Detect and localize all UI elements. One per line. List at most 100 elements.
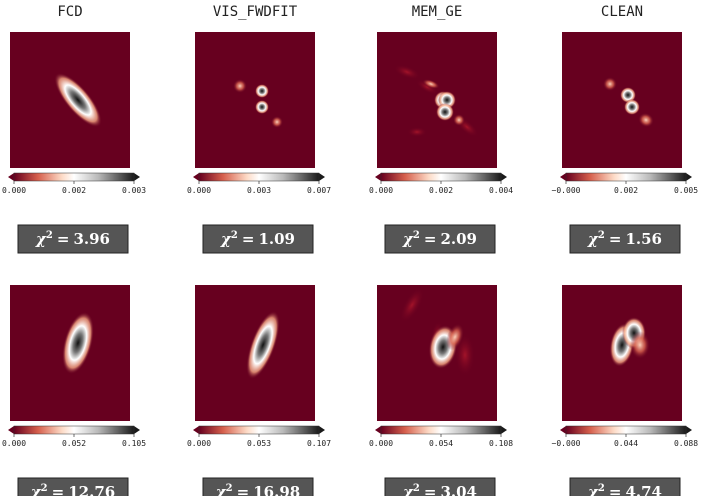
chi-symbol: χ — [30, 483, 42, 496]
chi-equals: = — [52, 483, 65, 496]
image — [54, 72, 102, 128]
chi-power: 2 — [598, 230, 605, 241]
colorbar-arrow — [501, 426, 507, 434]
chi-value: 4.74 — [625, 483, 662, 496]
colorbar-tick-label: 0.004 — [489, 186, 513, 195]
column-title: VIS_FWDFIT — [213, 4, 298, 20]
chi-box — [569, 224, 681, 254]
chi-value: 1.09 — [258, 230, 295, 248]
chi-box — [17, 224, 129, 254]
source — [407, 127, 427, 137]
chi-equals: = — [57, 230, 70, 248]
colorbar-arrow — [319, 173, 325, 181]
colorbar — [198, 172, 320, 182]
colorbar-tick-label: −0.000 — [552, 186, 581, 195]
colorbar-tick-label: 0.002 — [614, 186, 638, 195]
colorbar — [565, 425, 687, 435]
chi-value: 2.09 — [440, 230, 477, 248]
source — [399, 287, 425, 323]
chi-power: 2 — [226, 483, 233, 494]
colorbar-tick-label: 0.000 — [187, 186, 211, 195]
source — [422, 79, 440, 89]
colorbar-tick-label: 0.108 — [489, 439, 513, 448]
chi-value: 1.56 — [625, 230, 662, 248]
chi-power: 2 — [413, 483, 420, 494]
image-background — [195, 32, 315, 168]
source — [62, 311, 94, 375]
image — [233, 79, 283, 128]
colorbar-tick-label: 0.052 — [62, 439, 86, 448]
chi-label: χ2 = 2.09 — [402, 230, 477, 248]
source — [603, 77, 617, 91]
colorbar-arrow — [560, 426, 566, 434]
image — [399, 287, 475, 377]
chi-label: χ2 = 3.04 — [402, 483, 477, 496]
chi-label: χ2 = 16.98 — [215, 483, 300, 496]
chi-box — [569, 477, 681, 496]
panel: −0.000 0.002 0.005 χ2 = 1.56 — [552, 32, 698, 254]
chi-symbol: χ — [215, 483, 227, 496]
colorbar-tick-label: 0.107 — [307, 439, 331, 448]
source — [393, 64, 421, 80]
chi-label: χ2 = 1.09 — [220, 230, 295, 248]
image — [609, 317, 650, 367]
colorbar-tick-label: 0.002 — [429, 186, 453, 195]
source — [436, 103, 454, 121]
colorbar — [565, 172, 687, 182]
column-title: FCD — [57, 4, 82, 20]
chi-box — [384, 224, 496, 254]
source — [453, 114, 465, 126]
colorbar-tick-label: 0.054 — [429, 439, 453, 448]
column-title: CLEAN — [601, 4, 643, 20]
chi-symbol: χ — [587, 483, 599, 496]
colorbar-arrow — [560, 173, 566, 181]
colorbar-arrow — [193, 426, 199, 434]
chi-label: χ2 = 12.76 — [30, 483, 115, 496]
colorbar — [380, 172, 502, 182]
colorbar — [198, 425, 320, 435]
chi-value: 16.98 — [253, 483, 300, 496]
source — [255, 84, 269, 98]
panel: 0.000 0.054 0.108 χ2 = 3.04 — [369, 285, 513, 496]
chi-equals: = — [237, 483, 250, 496]
colorbar-tick-label: 0.053 — [247, 439, 271, 448]
chi-label: χ2 = 4.74 — [587, 483, 662, 496]
colorbar-tick-label: 0.000 — [2, 186, 26, 195]
chi-symbol: χ — [220, 230, 232, 248]
source — [630, 331, 650, 359]
source — [271, 116, 283, 128]
chi-power: 2 — [231, 230, 238, 241]
source — [416, 79, 438, 95]
source — [246, 310, 280, 380]
source — [446, 323, 464, 351]
panel: −0.000 0.044 0.088 χ2 = 4.74 — [552, 285, 698, 496]
colorbar-arrow — [686, 426, 692, 434]
panel: 0.000 0.002 0.004 χ2 = 2.09 — [369, 32, 513, 254]
image — [393, 64, 479, 138]
chi-value: 3.96 — [73, 230, 110, 248]
chi-power: 2 — [46, 230, 53, 241]
chi-symbol: χ — [35, 230, 47, 248]
chi-label: χ2 = 3.96 — [35, 230, 110, 248]
colorbar — [380, 425, 502, 435]
image — [62, 311, 94, 375]
colorbar-tick-label: 0.003 — [247, 186, 271, 195]
source — [638, 112, 654, 128]
colorbar — [13, 172, 135, 182]
colorbar-tick-label: 0.105 — [122, 439, 146, 448]
colorbar-tick-label: 0.003 — [122, 186, 146, 195]
chi-power: 2 — [413, 230, 420, 241]
colorbar-arrow — [8, 173, 14, 181]
colorbar-tick-label: 0.000 — [369, 439, 393, 448]
chi-symbol: χ — [402, 230, 414, 248]
image — [246, 310, 280, 380]
chi-box — [384, 477, 496, 496]
colorbar-arrow — [501, 173, 507, 181]
colorbar-arrow — [134, 426, 140, 434]
panel: 0.000 0.002 0.003 χ2 = 3.96 — [2, 32, 146, 254]
colorbar-arrow — [319, 426, 325, 434]
colorbar-tick-label: 0.044 — [614, 439, 638, 448]
colorbar — [13, 425, 135, 435]
colorbar-tick-label: 0.000 — [187, 439, 211, 448]
